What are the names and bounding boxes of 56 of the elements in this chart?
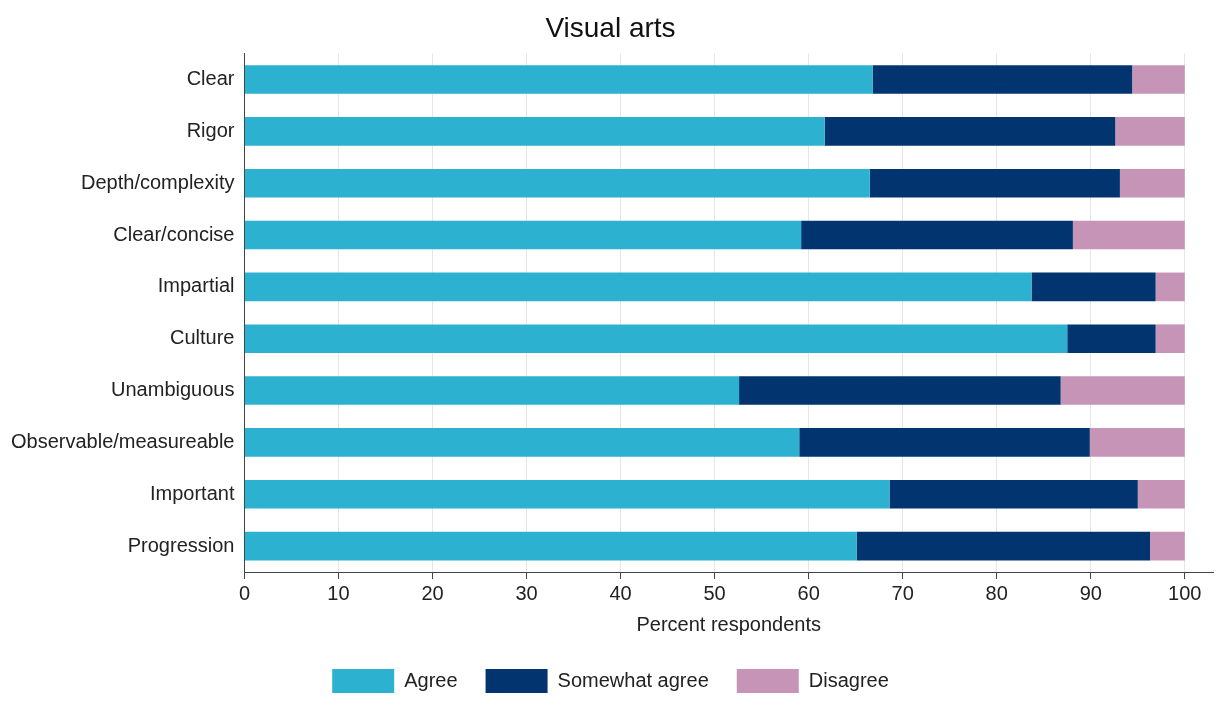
bar bbox=[1150, 531, 1185, 561]
y-tick-label: Unambiguous bbox=[111, 378, 235, 401]
x-tick-label: 60 bbox=[797, 581, 820, 604]
legend-label: Disagree bbox=[808, 668, 889, 691]
y-tick-label: Impartial bbox=[157, 274, 235, 297]
bar bbox=[1132, 65, 1185, 94]
y-tick-label: Important bbox=[149, 481, 235, 504]
x-axis-title: Percent respondents bbox=[636, 612, 822, 635]
bar bbox=[824, 117, 1116, 146]
bar bbox=[1155, 272, 1185, 302]
y-tick-label: Clear bbox=[186, 67, 235, 90]
x-tick-label: 10 bbox=[327, 581, 350, 604]
bar bbox=[1031, 272, 1156, 302]
bar bbox=[1067, 324, 1156, 354]
bar bbox=[1060, 376, 1185, 405]
bar bbox=[872, 65, 1133, 94]
y-tick-label: Culture bbox=[169, 326, 235, 349]
bar bbox=[1155, 324, 1185, 354]
bar bbox=[856, 531, 1150, 561]
bar bbox=[244, 117, 825, 146]
x-tick-label: 70 bbox=[891, 581, 914, 604]
x-tick-label: 90 bbox=[1079, 581, 1102, 604]
y-tick-label: Progression bbox=[127, 533, 235, 556]
x-tick-label: 30 bbox=[515, 581, 538, 604]
bar bbox=[1072, 220, 1185, 250]
bar bbox=[1137, 479, 1185, 509]
y-tick-label: Rigor bbox=[186, 118, 235, 141]
legend-label: Agree bbox=[404, 668, 458, 691]
bar bbox=[244, 376, 740, 405]
x-tick-label: 50 bbox=[703, 581, 726, 604]
chart-title: Visual arts bbox=[545, 11, 676, 43]
x-tick-label: 0 bbox=[238, 581, 251, 604]
bar bbox=[1115, 117, 1185, 146]
bar bbox=[244, 531, 857, 561]
legend-label: Somewhat agree bbox=[557, 668, 709, 691]
bar bbox=[244, 324, 1068, 354]
bar bbox=[244, 428, 800, 457]
bar bbox=[739, 376, 1061, 405]
bar bbox=[244, 479, 890, 509]
bar bbox=[244, 65, 873, 94]
y-tick-label: Clear/concise bbox=[113, 222, 235, 245]
x-tick-label: 40 bbox=[609, 581, 632, 604]
bar bbox=[1119, 168, 1185, 198]
x-tick-label: 100 bbox=[1168, 581, 1202, 604]
x-tick-label: 80 bbox=[985, 581, 1008, 604]
y-tick-label: Observable/measureable bbox=[10, 429, 235, 452]
bar bbox=[244, 272, 1032, 302]
bar bbox=[889, 479, 1138, 509]
y-tick-label: Depth/complexity bbox=[81, 170, 235, 193]
x-tick-label: 20 bbox=[421, 581, 444, 604]
bar bbox=[801, 220, 1073, 250]
bar bbox=[244, 168, 870, 198]
bar bbox=[869, 168, 1120, 198]
bar bbox=[799, 428, 1090, 457]
bar bbox=[1089, 428, 1185, 457]
bar bbox=[244, 220, 802, 250]
